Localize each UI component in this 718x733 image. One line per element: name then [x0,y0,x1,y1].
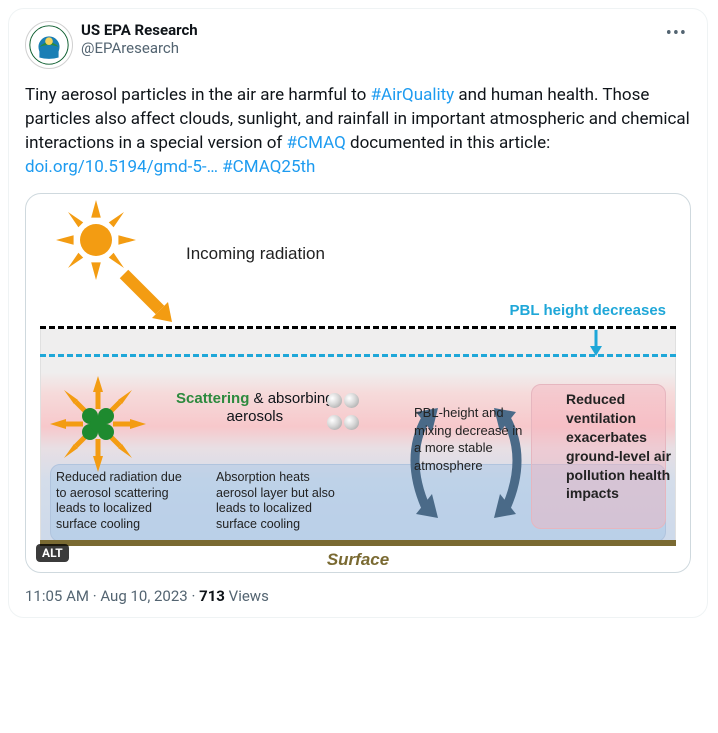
text-box-1: Reduced radiation due to aerosol scatter… [56,470,191,533]
tweet-date[interactable]: Aug 10, 2023 [100,587,187,605]
scatter-label: Scattering & absorbing aerosols [176,390,334,426]
tweet-link[interactable]: #CMAQ [287,133,346,153]
alt-badge[interactable]: ALT [36,544,69,562]
pbl-down-arrow [588,328,604,358]
surface-line [40,540,676,546]
views-label: Views [229,587,269,605]
tweet-time[interactable]: 11:05 AM [25,587,89,605]
tweet-media[interactable]: Incoming radiation PBL height decreases [25,193,691,573]
surface-label: Surface [26,550,690,570]
tweet-meta: 11:05 AM · Aug 10, 2023 · 713 Views [25,587,691,605]
avatar[interactable] [25,21,73,69]
views-count[interactable]: 713 [199,587,225,605]
text-box-2: Absorption heats aerosol layer but also … [216,470,351,533]
account-name-block: US EPA Research @EPAresearch [81,21,654,57]
handle[interactable]: @EPAresearch [81,39,654,57]
pbl-decrease-label: PBL height decreases [510,302,666,319]
pbl-line-black [40,326,676,329]
diagram: Incoming radiation PBL height decreases [26,194,690,572]
incoming-label: Incoming radiation [186,244,325,264]
pbl-line-blue [40,354,676,357]
aerosol-dots [326,392,360,436]
tweet-link[interactable]: #CMAQ25th [222,157,315,177]
display-name[interactable]: US EPA Research [81,21,654,39]
more-button[interactable]: ••• [662,21,691,47]
scattering-burst [48,374,148,474]
tweet-link[interactable]: #AirQuality [371,85,455,105]
text-box-3: PBL-height and mixing decrease in a more… [414,404,530,474]
tweet-header: US EPA Research @EPAresearch ••• [25,21,691,69]
tweet-card: US EPA Research @EPAresearch ••• Tiny ae… [8,8,708,618]
tweet-text: Tiny aerosol particles in the air are ha… [25,83,691,179]
tweet-link[interactable]: doi.org/10.5194/gmd-5-… [25,157,218,177]
text-box-4: Reduced ventilation exacerbates ground-l… [566,390,686,503]
